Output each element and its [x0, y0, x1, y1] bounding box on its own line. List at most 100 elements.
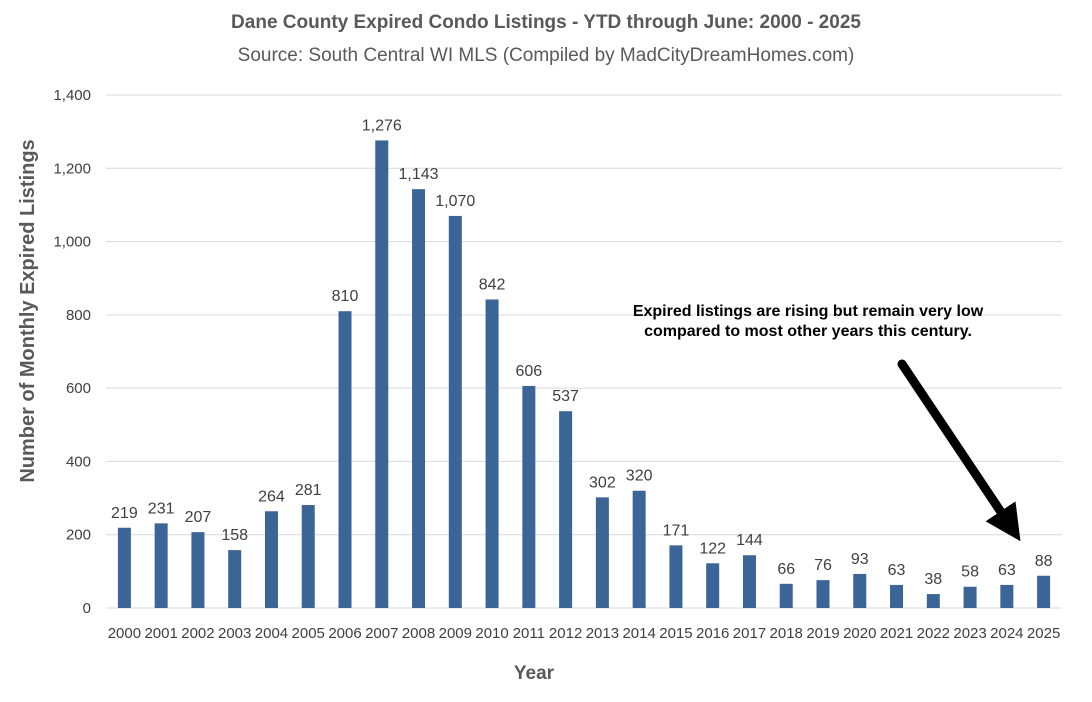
annotation-arrow: [897, 359, 1021, 542]
bar-2000: [117, 527, 131, 608]
bar-2025: [1037, 575, 1051, 608]
bar-2010: [485, 299, 499, 608]
y-tick-label: 600: [66, 380, 91, 397]
x-tick-label: 2017: [733, 625, 766, 642]
bar-2008: [412, 189, 426, 608]
data-label: 58: [961, 564, 979, 581]
y-axis-label: Number of Monthly Expired Listings: [17, 139, 39, 482]
chart-subtitle: Source: South Central WI MLS (Compiled b…: [237, 45, 855, 66]
bar-2003: [228, 550, 242, 608]
bar-series: [117, 140, 1051, 609]
x-tick-label: 2022: [917, 625, 950, 642]
annotation-line-1: Expired listings are rising but remain v…: [633, 303, 984, 320]
x-tick-label: 2013: [586, 625, 619, 642]
x-tick-label: 2008: [402, 625, 435, 642]
bar-2017: [742, 555, 756, 608]
x-tick-label: 2010: [475, 625, 508, 642]
x-axis-ticks: 2000 2001 2002 2003 2004 2005 2006 2007 2008 2009…: [108, 625, 1061, 642]
data-label: 122: [699, 540, 726, 557]
x-tick-label: 2009: [439, 625, 472, 642]
x-tick-label: 2016: [696, 625, 729, 642]
y-axis-ticks: 0 200 400 600 800 1,000 1,200 1,400: [53, 87, 91, 617]
x-tick-label: 2019: [806, 625, 839, 642]
data-label: 842: [479, 276, 506, 293]
bar-2014: [632, 490, 646, 608]
x-tick-label: 2007: [365, 625, 398, 642]
x-tick-label: 2014: [622, 625, 655, 642]
x-tick-label: 2000: [108, 625, 141, 642]
data-label: 76: [814, 557, 832, 574]
x-tick-label: 2006: [328, 625, 361, 642]
data-label: 88: [1035, 553, 1053, 570]
bar-2001: [154, 523, 168, 608]
data-label: 1,276: [362, 117, 402, 134]
x-tick-label: 2025: [1027, 625, 1060, 642]
data-label: 66: [777, 561, 795, 578]
bar-2020: [853, 573, 867, 608]
annotation: Expired listings are rising but remain v…: [633, 303, 1021, 542]
x-tick-label: 2020: [843, 625, 876, 642]
x-tick-label: 2023: [953, 625, 986, 642]
bar-2021: [890, 584, 904, 608]
x-tick-label: 2018: [770, 625, 803, 642]
x-axis-label: Year: [514, 663, 555, 684]
bar-2022: [926, 594, 940, 608]
bar-2015: [669, 545, 683, 608]
data-label: 606: [515, 363, 542, 380]
x-tick-label: 2012: [549, 625, 582, 642]
x-tick-label: 2011: [513, 625, 545, 642]
data-label: 38: [924, 571, 942, 588]
data-label: 537: [552, 388, 579, 405]
bar-2013: [595, 497, 609, 608]
data-label: 144: [736, 532, 763, 549]
x-tick-label: 2015: [659, 625, 692, 642]
bar-2004: [264, 511, 278, 608]
data-label: 320: [626, 468, 653, 485]
data-label: 231: [148, 500, 175, 517]
bar-2011: [522, 385, 536, 608]
data-label: 63: [888, 562, 906, 579]
x-tick-label: 2003: [218, 625, 251, 642]
y-tick-label: 1,000: [53, 234, 91, 251]
x-tick-label: 2024: [990, 625, 1023, 642]
bar-2012: [559, 411, 573, 608]
bar-2002: [191, 532, 205, 608]
data-label: 63: [998, 562, 1016, 579]
data-label: 158: [221, 527, 248, 544]
bar-2009: [448, 215, 462, 608]
y-tick-label: 0: [83, 600, 91, 617]
x-tick-label: 2002: [181, 625, 214, 642]
bar-2007: [375, 140, 389, 609]
data-label: 281: [295, 482, 322, 499]
data-label: 264: [258, 488, 285, 505]
data-label: 171: [663, 522, 690, 539]
annotation-line-2: compared to most other years this centur…: [644, 323, 972, 340]
bar-2023: [963, 586, 977, 608]
x-tick-label: 2005: [292, 625, 325, 642]
y-tick-label: 200: [66, 527, 91, 544]
data-label: 93: [851, 551, 869, 568]
data-label: 810: [332, 288, 359, 305]
data-label: 302: [589, 474, 616, 491]
bar-2006: [338, 311, 352, 608]
bar-2019: [816, 580, 830, 608]
x-tick-label: 2001: [144, 625, 177, 642]
y-tick-label: 800: [66, 307, 91, 324]
data-label: 207: [185, 509, 212, 526]
y-tick-label: 1,200: [53, 160, 91, 177]
data-label: 1,143: [399, 166, 439, 183]
x-tick-label: 2021: [880, 625, 913, 642]
bar-2005: [301, 505, 315, 608]
x-tick-label: 2004: [255, 625, 288, 642]
bar-2016: [706, 563, 720, 608]
y-tick-label: 400: [66, 453, 91, 470]
data-labels: 219 231 207 158 264 281 810 1,276 1,143 1,070 842 6…: [111, 117, 1053, 588]
bar-2024: [1000, 584, 1014, 608]
y-tick-label: 1,400: [53, 87, 91, 104]
chart-title: Dane County Expired Condo Listings - YTD…: [231, 12, 861, 33]
data-label: 219: [111, 505, 138, 522]
gridlines: [106, 94, 1062, 609]
data-label: 1,070: [435, 193, 475, 210]
bar-2018: [779, 583, 793, 608]
